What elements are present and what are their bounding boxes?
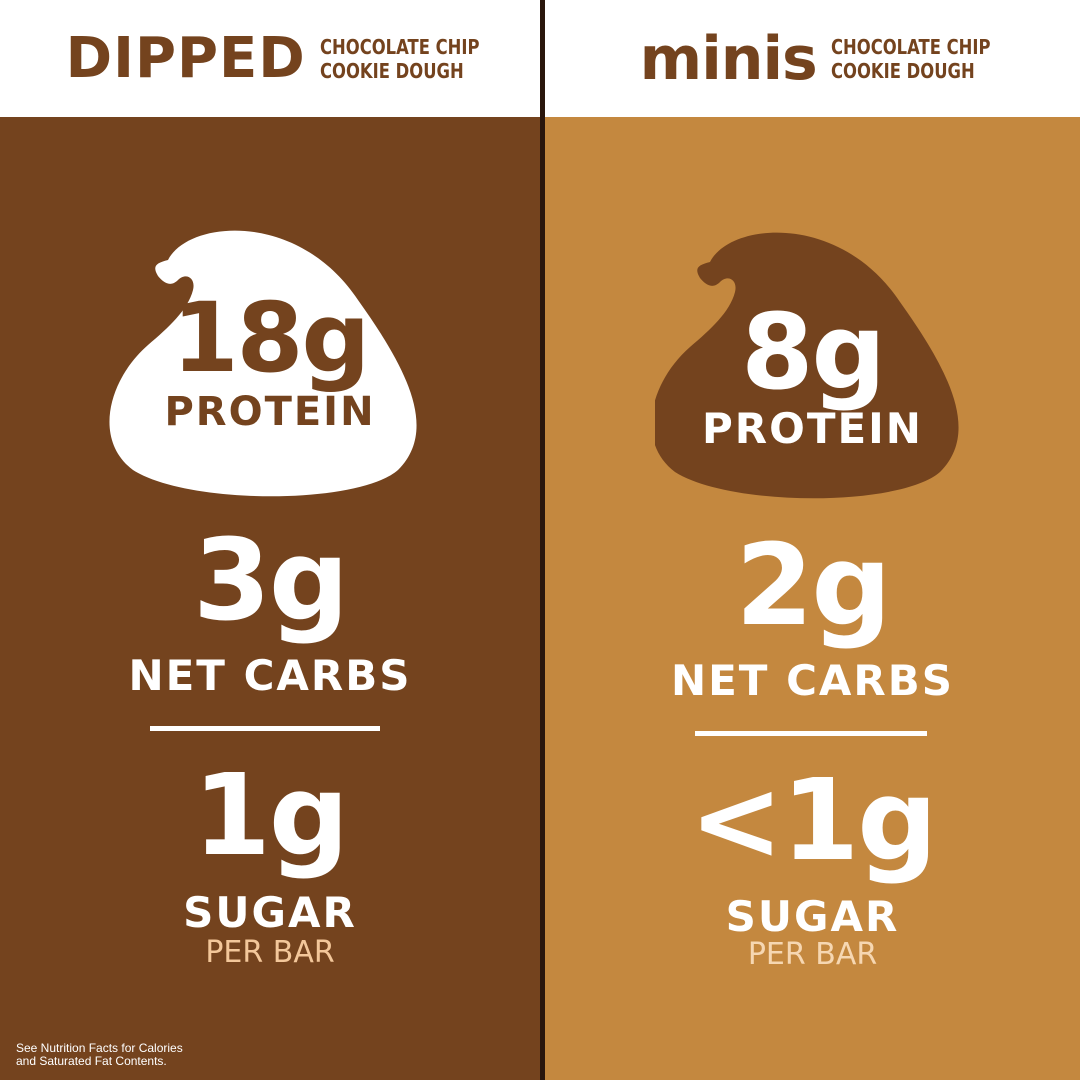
- sugar-label: SUGAR: [725, 892, 900, 941]
- protein-label: PROTEIN: [164, 389, 376, 435]
- net-carbs-value: 3g: [192, 516, 349, 646]
- protein-value: 8g: [741, 291, 886, 413]
- flavor-line-2: COOKIE DOUGH: [830, 58, 975, 83]
- per-bar-label: PER BAR: [747, 937, 878, 972]
- brand-name: DIPPED: [65, 25, 306, 91]
- footnote: See Nutrition Facts for Calories and Sat…: [16, 1042, 183, 1068]
- net-carbs-label: NET CARBS: [670, 656, 955, 705]
- sugar-label: SUGAR: [183, 888, 357, 937]
- footnote-line-2: and Saturated Fat Contents.: [16, 1054, 167, 1068]
- divider-rule: [695, 731, 927, 736]
- flavor-line-2: COOKIE DOUGH: [319, 58, 464, 83]
- brand-name: minis: [639, 23, 818, 94]
- column-divider: [540, 0, 545, 1080]
- minis-column: minis CHOCOLATE CHIP COOKIE DOUGH 8g PRO…: [545, 0, 1080, 1080]
- chocolate-chip-icon: [108, 220, 422, 498]
- sugar-value: 1g: [192, 751, 349, 881]
- minis-header: minis CHOCOLATE CHIP COOKIE DOUGH: [545, 0, 1080, 117]
- divider-rule: [150, 726, 380, 731]
- net-carbs-value: 2g: [735, 521, 891, 651]
- flavor-line-1: CHOCOLATE CHIP: [319, 34, 480, 59]
- per-bar-label: PER BAR: [205, 935, 335, 970]
- protein-label: PROTEIN: [702, 404, 923, 453]
- footnote-line-1: See Nutrition Facts for Calories: [16, 1041, 183, 1055]
- chocolate-chip-icon: [655, 220, 969, 500]
- flavor-line-1: CHOCOLATE CHIP: [830, 34, 991, 59]
- net-carbs-label: NET CARBS: [128, 651, 412, 700]
- dipped-column: DIPPED CHOCOLATE CHIP COOKIE DOUGH 18g P…: [0, 0, 540, 1080]
- protein-value: 18g: [171, 282, 370, 394]
- flavor-name: CHOCOLATE CHIP COOKIE DOUGH: [831, 35, 991, 83]
- dipped-header: DIPPED CHOCOLATE CHIP COOKIE DOUGH: [0, 0, 540, 117]
- flavor-name: CHOCOLATE CHIP COOKIE DOUGH: [320, 35, 480, 83]
- sugar-value: <1g: [689, 756, 938, 886]
